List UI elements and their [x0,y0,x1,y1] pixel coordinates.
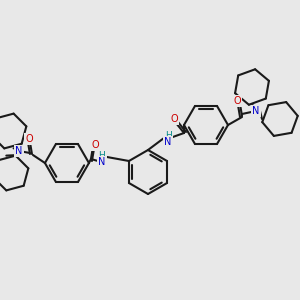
Text: N: N [15,146,22,156]
Text: N: N [98,157,106,167]
Text: O: O [170,114,178,124]
Text: H: H [99,152,105,160]
Text: O: O [233,96,241,106]
Text: H: H [165,131,171,140]
Text: O: O [25,134,33,144]
Text: O: O [91,140,99,150]
Text: N: N [164,137,172,147]
Text: N: N [252,106,260,116]
